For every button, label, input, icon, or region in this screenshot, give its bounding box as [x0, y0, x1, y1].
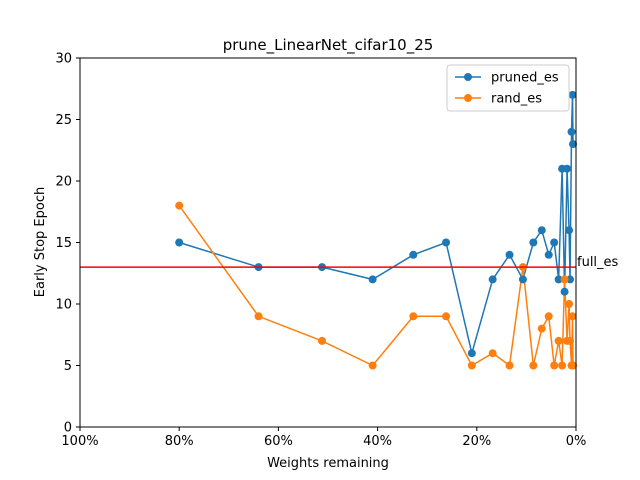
legend-marker [464, 73, 472, 81]
data-point-rand_es [554, 336, 563, 345]
legend-label: rand_es [491, 92, 542, 107]
data-point-rand_es [368, 361, 377, 370]
data-point-rand_es [537, 324, 546, 333]
data-point-rand_es [254, 312, 263, 321]
y-tick-label: 25 [55, 113, 72, 128]
data-point-rand_es [568, 312, 577, 321]
data-point-pruned_es [467, 349, 476, 358]
data-point-pruned_es [568, 90, 577, 99]
data-point-rand_es [529, 361, 538, 370]
data-point-pruned_es [442, 238, 451, 247]
y-axis-label: Early Stop Epoch [33, 187, 48, 297]
data-point-pruned_es [554, 275, 563, 284]
data-point-rand_es [318, 336, 327, 345]
y-tick-label: 10 [55, 298, 72, 313]
data-point-pruned_es [505, 250, 514, 259]
data-point-pruned_es [563, 164, 572, 173]
data-point-pruned_es [518, 275, 527, 284]
y-tick-label: 20 [55, 175, 72, 190]
legend-marker [464, 94, 472, 102]
chart-title: prune_LinearNet_cifar10_25 [223, 36, 434, 55]
legend-label: pruned_es [491, 71, 559, 86]
data-point-rand_es [409, 312, 418, 321]
data-point-rand_es [569, 361, 578, 370]
data-layer: full_es [80, 90, 619, 370]
data-point-rand_es [488, 349, 497, 358]
data-point-pruned_es [560, 287, 569, 296]
data-point-pruned_es [550, 238, 559, 247]
data-point-pruned_es [175, 238, 184, 247]
y-tick-label: 15 [55, 236, 72, 251]
legend: pruned_es rand_es [446, 64, 570, 112]
x-tick-label: 80% [165, 434, 194, 449]
data-point-pruned_es [537, 226, 546, 235]
x-tick-label: 40% [363, 434, 392, 449]
x-tick-label: 20% [462, 434, 491, 449]
x-tick-label: 100% [61, 434, 98, 449]
data-point-rand_es [566, 336, 575, 345]
data-point-pruned_es [569, 140, 578, 149]
data-point-rand_es [550, 361, 559, 370]
x-axis-label: Weights remaining [267, 456, 389, 471]
x-axis-ticks: 100% 80% 60% 40% 20% 0% [61, 427, 586, 449]
data-point-rand_es [505, 361, 514, 370]
y-tick-label: 5 [64, 359, 72, 374]
data-point-rand_es [560, 275, 569, 284]
y-axis-ticks: 0 5 10 15 20 25 30 [55, 52, 80, 436]
data-point-rand_es [467, 361, 476, 370]
data-point-rand_es [558, 361, 567, 370]
data-point-pruned_es [488, 275, 497, 284]
data-point-pruned_es [368, 275, 377, 284]
x-tick-label: 0% [566, 434, 587, 449]
data-point-pruned_es [409, 250, 418, 259]
data-point-pruned_es [529, 238, 538, 247]
data-point-rand_es [442, 312, 451, 321]
data-point-pruned_es [567, 127, 576, 136]
data-point-rand_es [175, 201, 184, 210]
y-tick-label: 0 [64, 421, 72, 436]
reference-line-label: full_es [577, 255, 619, 270]
y-tick-label: 30 [55, 52, 72, 67]
data-point-pruned_es [544, 250, 553, 259]
x-tick-label: 60% [264, 434, 293, 449]
data-point-pruned_es [565, 226, 574, 235]
data-point-rand_es [544, 312, 553, 321]
data-point-rand_es [565, 300, 574, 308]
